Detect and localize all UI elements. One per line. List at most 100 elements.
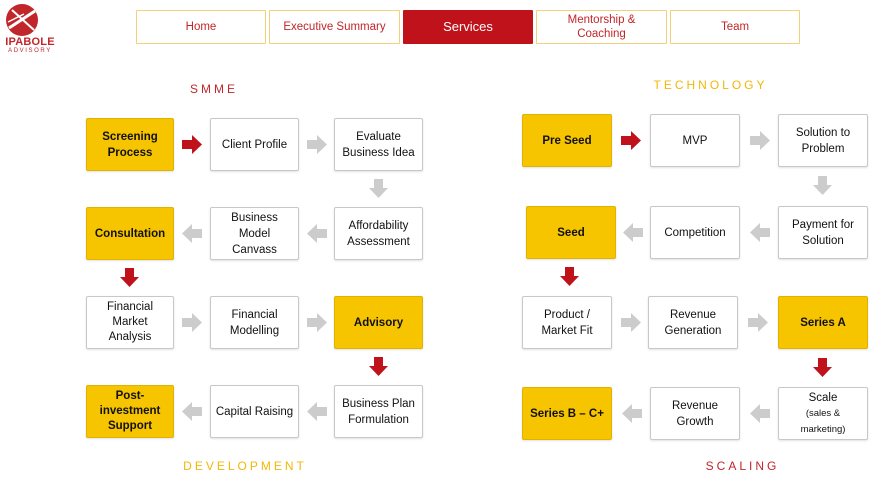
- arrow-down-icon: [120, 268, 139, 287]
- pis-line3: Support: [107, 420, 153, 432]
- arrow-left-icon: [182, 402, 202, 421]
- screening-process-box: Screening Process: [86, 118, 174, 171]
- client-profile-box: Client Profile: [210, 118, 299, 171]
- logo-tagline: ADVISORY: [8, 48, 52, 54]
- arrow-left-icon: [622, 404, 642, 423]
- financial-modelling-box: Financial Modelling: [210, 296, 299, 349]
- afford-line2: Assessment: [347, 235, 410, 248]
- arrow-right-icon: [307, 135, 327, 154]
- series-b-c-box: Series B – C+: [522, 387, 612, 440]
- competition-box: Competition: [650, 206, 740, 259]
- screening-line1: Screening: [102, 130, 158, 143]
- scaling-label: SCALING: [705, 459, 780, 473]
- logo-name: IPABOLE: [5, 36, 55, 48]
- tab-executive-summary-label: Executive Summary: [283, 21, 386, 33]
- advisory-text: Advisory: [353, 316, 404, 329]
- afford-line1: Affordability: [348, 219, 409, 232]
- arrow-right-icon: [621, 313, 641, 332]
- series-a-text: Series A: [800, 316, 846, 329]
- tab-services[interactable]: Services: [403, 10, 533, 44]
- arrow-left-icon: [750, 404, 770, 423]
- financial-market-analysis-box: Financial Market Analysis: [86, 296, 174, 349]
- bmc-line1: Business: [231, 211, 278, 224]
- stp-line2: Problem: [801, 142, 845, 155]
- pfs-line2: Solution: [802, 234, 844, 247]
- arrow-down-icon: [369, 179, 388, 198]
- arrow-right-icon: [750, 131, 770, 150]
- pre-seed-text: Pre Seed: [542, 134, 592, 147]
- tab-services-label: Services: [443, 19, 493, 34]
- business-model-canvass-box: Business Model Canvass: [210, 207, 299, 260]
- tab-home[interactable]: Home: [136, 10, 266, 44]
- series-a-box: Series A: [778, 296, 868, 349]
- rgr-line2: Growth: [676, 415, 714, 428]
- pmf-line2: Market Fit: [541, 324, 593, 337]
- arrow-right-icon: [182, 135, 202, 154]
- tab-team-label: Team: [720, 21, 750, 33]
- arrow-right-icon: [621, 131, 641, 150]
- evaluate-line1: Evaluate: [356, 130, 401, 143]
- pfs-line1: Payment for: [792, 218, 854, 231]
- consultation-text: Consultation: [94, 227, 166, 240]
- revenue-growth-box: Revenue Growth: [650, 387, 740, 440]
- scale-line1: Scale: [808, 391, 838, 404]
- arrow-left-icon: [750, 223, 770, 242]
- product-market-fit-box: Product / Market Fit: [522, 296, 612, 349]
- competition-text: Competition: [664, 226, 726, 239]
- technology-label: TECHNOLOGY: [653, 78, 768, 92]
- smme-label: SMME: [190, 82, 238, 96]
- bpf-line2: Formulation: [348, 413, 409, 426]
- revenue-generation-box: Revenue Generation: [648, 296, 738, 349]
- tab-team[interactable]: Team: [670, 10, 800, 44]
- pre-seed-box: Pre Seed: [522, 114, 612, 167]
- fm-line1: Financial: [231, 308, 278, 321]
- fma-line1: Financial: [106, 301, 154, 313]
- consultation-box: Consultation: [86, 207, 174, 260]
- bmc-line2: Model Canvass: [232, 227, 277, 256]
- capital-raising-box: Capital Raising: [210, 385, 299, 438]
- stp-line1: Solution to: [795, 126, 851, 139]
- solution-to-problem-box: Solution to Problem: [778, 114, 868, 167]
- fm-line2: Modelling: [229, 324, 280, 337]
- arrow-down-icon: [560, 267, 579, 286]
- fma-line3: Analysis: [108, 331, 152, 343]
- logo-mark-icon: [6, 4, 38, 36]
- tab-mentorship-label-line1: Mentorship &: [567, 14, 636, 26]
- payment-for-solution-box: Payment for Solution: [778, 206, 868, 259]
- rg-line2: Generation: [664, 324, 722, 337]
- arrow-right-icon: [748, 313, 768, 332]
- ipabole-logo[interactable]: IPABOLE ADVISORY: [0, 0, 60, 58]
- rgr-line1: Revenue: [671, 399, 719, 412]
- pis-line2: investment: [99, 405, 161, 417]
- mvp-box: MVP: [650, 114, 740, 167]
- screening-line2: Process: [107, 146, 153, 159]
- seed-box: Seed: [526, 206, 616, 259]
- rg-line1: Revenue: [669, 308, 717, 321]
- arrow-right-icon: [182, 313, 202, 332]
- arrow-left-icon: [182, 224, 202, 243]
- tab-executive-summary[interactable]: Executive Summary: [269, 10, 400, 44]
- client-profile-text: Client Profile: [221, 138, 288, 151]
- scale-line2: (sales & marketing): [800, 407, 846, 435]
- arrow-down-icon: [813, 358, 832, 377]
- pis-line1: Post-: [115, 390, 145, 402]
- arrow-down-icon: [813, 176, 832, 195]
- bpf-line1: Business Plan: [342, 397, 415, 410]
- arrow-down-icon: [369, 357, 388, 376]
- development-label: DEVELOPMENT: [183, 459, 307, 473]
- post-investment-support-box: Post- investment Support: [86, 385, 174, 438]
- series-bc-text: Series B – C+: [530, 407, 604, 420]
- evaluate-line2: Business Idea: [342, 146, 415, 159]
- arrow-left-icon: [307, 224, 327, 243]
- advisory-box: Advisory: [334, 296, 423, 349]
- mvp-text: MVP: [682, 134, 708, 147]
- seed-text: Seed: [557, 226, 585, 239]
- arrow-left-icon: [623, 223, 643, 242]
- evaluate-business-idea-box: Evaluate Business Idea: [334, 118, 423, 171]
- pmf-line1: Product /: [543, 308, 591, 321]
- business-plan-formulation-box: Business Plan Formulation: [334, 385, 423, 438]
- affordability-assessment-box: Affordability Assessment: [334, 207, 423, 260]
- tab-mentorship-label-line2: Coaching: [577, 28, 626, 40]
- fma-line2: Market: [112, 316, 148, 328]
- tab-mentorship-coaching[interactable]: Mentorship & Coaching: [536, 10, 667, 44]
